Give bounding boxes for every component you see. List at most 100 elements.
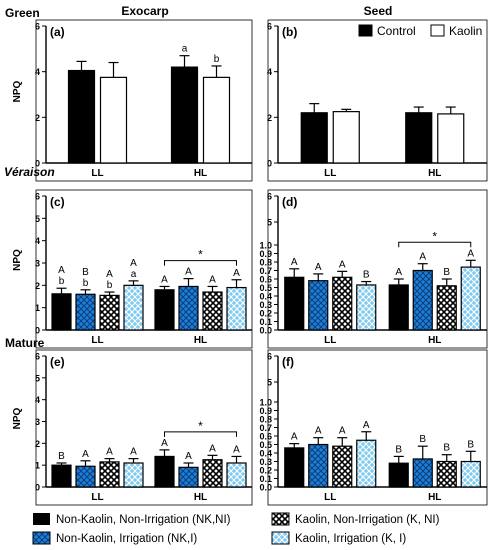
bar bbox=[51, 293, 72, 331]
bar bbox=[356, 284, 377, 331]
y-tick-label: 0.0 bbox=[259, 483, 272, 493]
y-tick-label: 0.2 bbox=[259, 466, 272, 476]
panel-label: (e) bbox=[50, 355, 65, 369]
bar bbox=[436, 285, 457, 331]
panel-frame bbox=[35, 189, 253, 349]
column-title-exocarp: Exocarp bbox=[121, 4, 168, 18]
y-tick-label: 2 bbox=[35, 113, 40, 123]
y-tick-label: 5 bbox=[267, 218, 272, 228]
y-tick-label: 0.7 bbox=[259, 423, 272, 433]
x-tick-label: HL bbox=[428, 492, 441, 503]
panel-d: 0.00.10.20.30.40.50.60.70.80.91.0 5 6 (d) A A… bbox=[259, 189, 488, 349]
column-title-seed: Seed bbox=[364, 4, 393, 18]
panel-frame bbox=[267, 349, 488, 506]
bar bbox=[75, 293, 96, 331]
bar bbox=[332, 111, 360, 164]
bar bbox=[75, 465, 96, 488]
significance-letter: A bbox=[315, 262, 322, 273]
bar bbox=[405, 112, 433, 164]
bar bbox=[436, 460, 457, 488]
significance-letter: A bbox=[233, 268, 240, 279]
significance-letter: A bbox=[185, 267, 192, 278]
x-tick-label: LL bbox=[91, 335, 103, 346]
y-tick-label: 0.5 bbox=[259, 440, 272, 450]
x-tick-label: HL bbox=[428, 335, 441, 346]
legend-label-k-i: Kaolin, Irrigation (K, I) bbox=[295, 533, 406, 545]
bar bbox=[412, 458, 433, 488]
legend-top: Control Kaolin bbox=[358, 24, 482, 38]
y-tick-label: 1 bbox=[35, 303, 40, 313]
legend-label-nk-ni: Non-Kaolin, Non-Irrigation (NK,NI) bbox=[56, 514, 231, 526]
significance-letter: B bbox=[443, 267, 450, 278]
bar bbox=[356, 439, 377, 488]
y-tick-label: 6 bbox=[267, 22, 272, 32]
y-tick-label: 2 bbox=[35, 439, 40, 449]
bar bbox=[308, 280, 329, 331]
bar bbox=[284, 276, 305, 331]
significance-letter: A bbox=[339, 426, 346, 437]
legend-label-kaolin: Kaolin bbox=[449, 24, 482, 38]
y-tick-label: 0 bbox=[267, 159, 272, 169]
y-tick-label: 5 bbox=[35, 373, 40, 383]
y-tick-label: 0.9 bbox=[259, 406, 272, 416]
significance-letter: B bbox=[58, 451, 65, 462]
y-tick-label: 2 bbox=[35, 281, 40, 291]
significance-letter: A bbox=[106, 269, 113, 280]
significance-letter: A bbox=[315, 426, 322, 437]
row-title-veraison: Véraison bbox=[4, 165, 55, 179]
significance-letter: A bbox=[209, 274, 216, 285]
y-tick-label: 1 bbox=[35, 461, 40, 471]
bar bbox=[388, 284, 409, 331]
significance-letter: A bbox=[161, 274, 168, 285]
legend-label-control: Control bbox=[377, 24, 416, 38]
y-tick-label: 0.9 bbox=[259, 249, 272, 259]
y-tick-label: 5 bbox=[35, 214, 40, 224]
bar bbox=[460, 460, 481, 488]
bar bbox=[123, 462, 144, 488]
y-tick-label: 6 bbox=[35, 22, 40, 32]
significance-letter: b bbox=[59, 276, 65, 287]
bar bbox=[332, 445, 353, 488]
y-tick-label: 6 bbox=[35, 192, 40, 202]
bar bbox=[99, 294, 120, 331]
bar bbox=[332, 276, 353, 331]
bar bbox=[226, 462, 247, 488]
bar bbox=[154, 455, 175, 488]
significance-letter: B bbox=[467, 439, 474, 450]
y-tick-label: 0.3 bbox=[259, 300, 272, 310]
bar bbox=[437, 113, 465, 164]
y-tick-label: 2 bbox=[267, 113, 272, 123]
bar bbox=[460, 266, 481, 331]
significance-letter: b bbox=[214, 54, 220, 65]
significance-letter: A bbox=[291, 257, 298, 268]
bar bbox=[202, 76, 231, 164]
significance-letter: A bbox=[395, 267, 402, 278]
significance-letter: A bbox=[419, 252, 426, 263]
significance-letter: b bbox=[107, 280, 113, 291]
significance-star: * bbox=[198, 248, 203, 262]
y-tick-label: 6 bbox=[35, 352, 40, 362]
y-tick-label: 3 bbox=[35, 259, 40, 269]
significance-letter: A bbox=[467, 248, 474, 259]
x-tick-label: LL bbox=[91, 492, 103, 503]
x-tick-label: HL bbox=[428, 168, 441, 179]
y-axis-label: NPQ bbox=[12, 249, 23, 271]
legend-swatch-k-i bbox=[271, 531, 290, 545]
significance-letter: B bbox=[395, 444, 402, 455]
panel-b: 0 2 4 6 (b) LL HL bbox=[267, 19, 488, 182]
significance-letter: A bbox=[106, 447, 113, 458]
bar bbox=[202, 291, 223, 331]
y-tick-label: 6 bbox=[267, 352, 272, 362]
significance-letter: B bbox=[82, 267, 89, 278]
significance-letter: A bbox=[58, 265, 65, 276]
bar bbox=[99, 461, 120, 488]
panels: 0 2 4 6 (a) NPQ LL a b HL 0 2 4 6 (b) LL HL 0 1 2 3 4 5 6 (c) NPQ… bbox=[12, 19, 488, 506]
y-tick-label: 0.2 bbox=[259, 309, 272, 319]
y-tick-label: 4 bbox=[35, 67, 40, 77]
panel-label: (a) bbox=[50, 25, 65, 39]
significance-letter: A bbox=[82, 449, 89, 460]
y-tick-label: 5 bbox=[267, 378, 272, 388]
significance-letter: A bbox=[130, 258, 137, 269]
